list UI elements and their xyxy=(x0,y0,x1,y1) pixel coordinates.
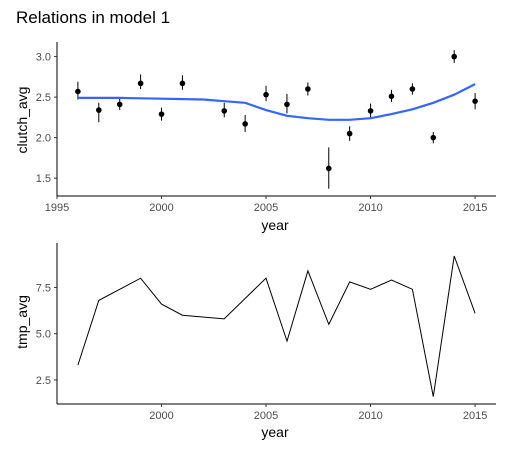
smooth-line xyxy=(77,83,476,121)
data-point xyxy=(346,130,353,137)
x-tick-label: 2015 xyxy=(463,202,487,214)
data-point xyxy=(158,111,165,117)
x-tick-label: 2000 xyxy=(149,410,173,422)
data-point xyxy=(305,86,311,92)
data-point xyxy=(179,80,186,87)
x-tick-label: 2015 xyxy=(463,410,487,422)
data-point xyxy=(472,98,478,104)
data-point xyxy=(430,134,437,141)
y-tick-label: 3.0 xyxy=(36,52,51,64)
x-tick-label: 1995 xyxy=(45,202,69,214)
series-line xyxy=(77,255,476,397)
data-point xyxy=(96,107,102,113)
y-tick-label: 2.0 xyxy=(36,133,51,145)
panel2-x-axis-title: year xyxy=(261,424,289,440)
panel2-y-axis-title: tmp_avg xyxy=(14,295,30,349)
clutch-panel: 1995 2000 2005 2010 2015 1.5 2.0 2.5 3.0 xyxy=(36,42,496,214)
chart-title: Relations in model 1 xyxy=(16,8,170,27)
y-tick-label: 5.0 xyxy=(36,329,51,341)
y-tick-label: 2.5 xyxy=(36,375,51,387)
data-point xyxy=(137,80,144,87)
data-point xyxy=(367,108,374,114)
x-tick-label: 2005 xyxy=(254,410,278,422)
data-point xyxy=(221,108,228,114)
panel1-x-axis-title: year xyxy=(261,217,289,233)
panel1-y-axis-title: clutch_avg xyxy=(14,87,30,154)
data-point xyxy=(75,88,81,95)
data-point xyxy=(284,101,290,108)
x-tick-label: 2010 xyxy=(358,410,382,422)
data-point xyxy=(388,93,395,100)
data-point xyxy=(116,101,123,108)
data-point xyxy=(409,86,416,92)
data-point xyxy=(263,91,269,98)
y-tick-label: 1.5 xyxy=(36,173,51,185)
data-point xyxy=(451,53,457,60)
tmp-panel: 2000 2005 2010 2015 2.5 5.0 7.5 xyxy=(36,243,496,422)
y-tick-label: 7.5 xyxy=(36,282,51,294)
y-tick-label: 2.5 xyxy=(36,92,51,104)
x-tick-label: 2005 xyxy=(254,202,278,214)
x-tick-label: 2000 xyxy=(149,202,173,214)
data-point xyxy=(325,165,332,172)
data-point xyxy=(242,121,248,127)
x-tick-label: 2010 xyxy=(358,202,382,214)
